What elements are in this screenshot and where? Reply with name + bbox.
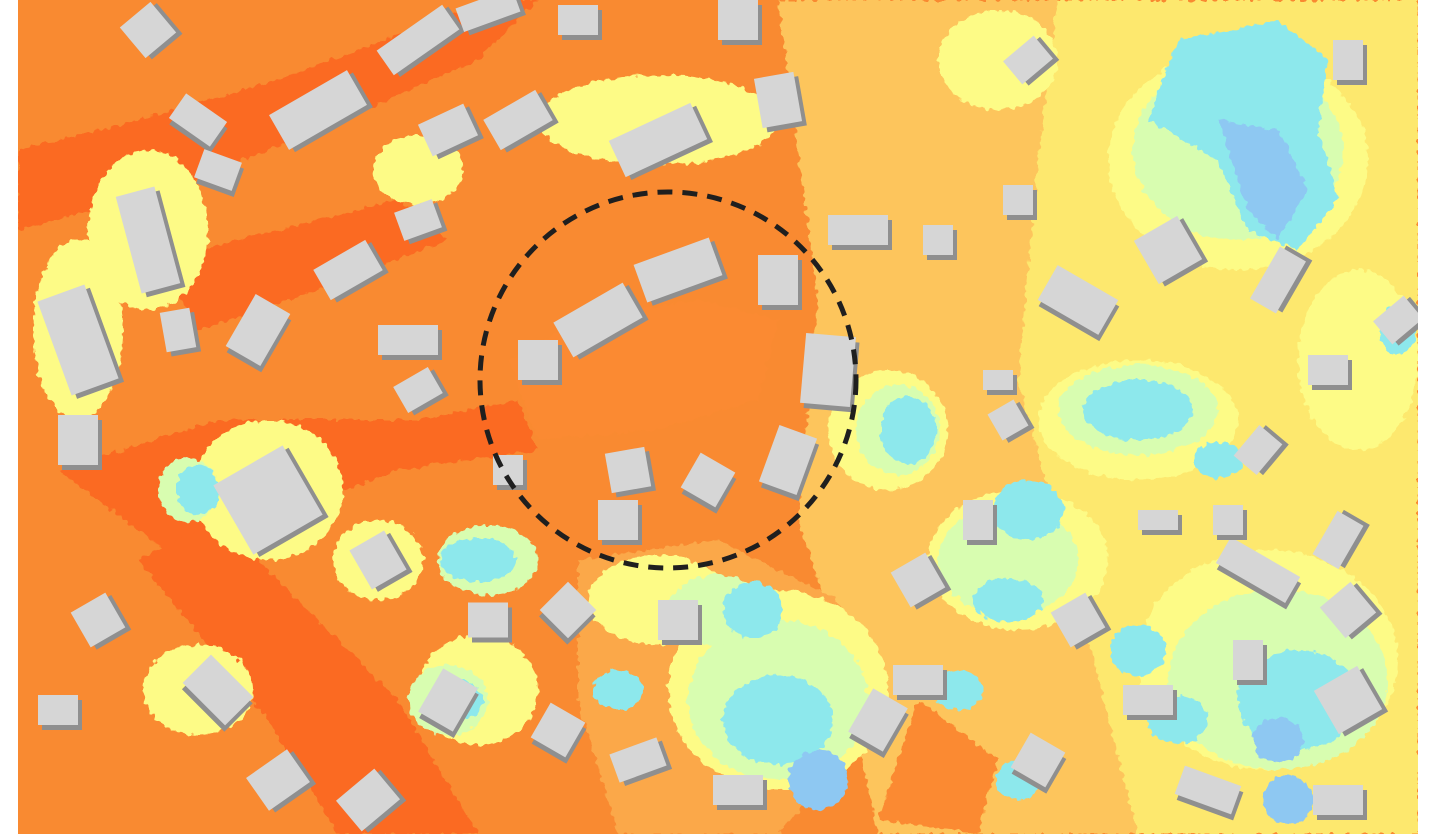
building-footprint <box>483 89 553 151</box>
building-footprint <box>1123 685 1173 715</box>
building-footprint <box>518 340 558 380</box>
building-footprint <box>758 424 818 496</box>
building-footprint <box>213 445 323 555</box>
building-footprint <box>349 530 407 590</box>
building-footprint <box>418 668 478 732</box>
building-footprint <box>1333 40 1363 80</box>
building-footprint <box>553 282 643 358</box>
building-footprint <box>1250 246 1306 314</box>
building-footprint <box>378 325 438 355</box>
building-footprint <box>558 5 598 35</box>
building-footprint <box>225 294 291 366</box>
building-footprint <box>194 149 242 191</box>
building-footprint <box>376 4 460 76</box>
building-footprint <box>1213 505 1243 535</box>
highlight-circle[interactable] <box>477 189 859 571</box>
building-footprint <box>38 695 78 725</box>
building-footprint <box>1373 295 1418 345</box>
building-footprint <box>313 239 383 301</box>
building-footprint <box>1215 537 1301 603</box>
building-footprint <box>168 93 228 147</box>
heat-zone-hottest-road-4 <box>158 200 448 330</box>
building-footprint <box>1319 581 1377 639</box>
building-footprint <box>718 0 758 40</box>
building-footprint <box>1037 265 1119 335</box>
building-footprint <box>1010 732 1066 788</box>
heat-map-viewport[interactable] <box>18 0 1418 834</box>
building-footprint <box>1308 355 1348 385</box>
building-footprint <box>119 1 177 59</box>
building-footprint <box>1312 510 1364 570</box>
building-footprint <box>455 0 521 33</box>
building-footprint <box>182 654 254 726</box>
building-footprint <box>1313 665 1383 735</box>
building-footprint <box>1003 35 1053 85</box>
building-footprint <box>530 702 586 758</box>
heat-zone-hottest-road-2 <box>138 520 478 834</box>
building-footprint <box>828 215 888 245</box>
building-footprint <box>1174 765 1242 815</box>
building-footprint <box>658 600 698 640</box>
heat-zone-hot-belt-2 <box>878 700 998 834</box>
building-footprint <box>417 103 479 157</box>
building-footprint <box>1313 785 1363 815</box>
building-footprint <box>269 70 367 150</box>
building-footprint <box>1233 640 1263 680</box>
building-footprint <box>753 71 803 129</box>
building-footprint <box>758 255 798 305</box>
building-footprint <box>115 186 181 294</box>
building-footprint <box>70 592 126 648</box>
building-footprint <box>680 452 736 508</box>
building-footprint <box>1233 425 1283 475</box>
cool-pocket-ne-core <box>1218 120 1308 240</box>
building-footprint <box>713 775 763 805</box>
building-footprint <box>633 237 723 303</box>
building-footprint <box>37 284 119 396</box>
building-footprint <box>923 225 953 255</box>
building-footprint <box>335 768 401 832</box>
building-footprint <box>394 199 442 241</box>
building-footprint <box>1133 215 1203 285</box>
building-footprint <box>598 500 638 540</box>
building-footprint <box>963 500 993 540</box>
heat-map-canvas[interactable] <box>18 0 1418 834</box>
building-footprint <box>1138 510 1178 530</box>
building-footprint <box>604 446 652 494</box>
building-footprint <box>159 307 197 353</box>
building-footprint <box>983 370 1013 390</box>
building-footprint <box>987 399 1029 441</box>
building-footprint <box>539 581 597 639</box>
building-footprint <box>893 665 943 695</box>
building-footprint <box>800 332 856 408</box>
building-footprint <box>1003 185 1033 215</box>
building-footprint <box>58 415 98 465</box>
building-footprint <box>608 102 708 178</box>
building-footprint <box>848 688 908 752</box>
building-footprint <box>468 602 508 638</box>
building-footprint <box>1050 592 1106 648</box>
building-footprint <box>890 552 946 608</box>
building-footprint <box>246 749 310 811</box>
building-layer <box>37 0 1418 833</box>
building-footprint <box>393 367 443 413</box>
building-footprint <box>609 737 667 783</box>
